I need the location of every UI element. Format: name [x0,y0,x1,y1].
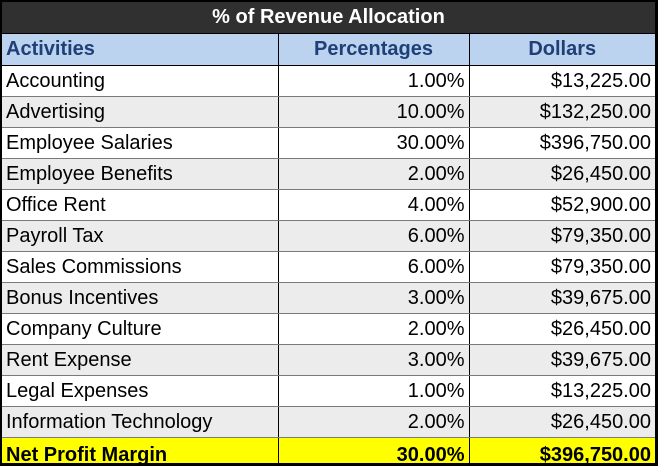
percentage-cell[interactable]: 3.00% [278,282,470,314]
table-row: Accounting 1.00% $13,225.00 [2,65,655,97]
percentage-cell[interactable]: 4.00% [278,189,470,221]
activity-cell[interactable]: Employee Salaries [2,127,279,159]
table-row: Advertising 10.00% $132,250.00 [2,96,655,128]
activity-cell[interactable]: Company Culture [2,313,279,345]
dollars-cell[interactable]: $52,900.00 [469,189,655,221]
activity-cell[interactable]: Rent Expense [2,344,279,376]
dollars-cell[interactable]: $396,750.00 [469,127,655,159]
dollars-cell[interactable]: $26,450.00 [469,313,655,345]
percentage-cell[interactable]: 2.00% [278,313,470,345]
percentage-cell[interactable]: 1.00% [278,375,470,407]
table-title: % of Revenue Allocation [2,2,655,34]
activity-cell[interactable]: Sales Commissions [2,251,279,283]
activity-cell[interactable]: Bonus Incentives [2,282,279,314]
dollars-cell[interactable]: $79,350.00 [469,251,655,283]
percentage-cell[interactable]: 6.00% [278,251,470,283]
table-row: Rent Expense 3.00% $39,675.00 [2,344,655,376]
percentage-cell[interactable]: 2.00% [278,158,470,190]
table-row: Bonus Incentives 3.00% $39,675.00 [2,282,655,314]
dollars-cell[interactable]: $39,675.00 [469,282,655,314]
dollars-cell[interactable]: $132,250.00 [469,96,655,128]
column-header-percentages[interactable]: Percentages [278,34,470,66]
activity-cell[interactable]: Employee Benefits [2,158,279,190]
dollars-cell[interactable]: $13,225.00 [469,65,655,97]
dollars-cell[interactable]: $26,450.00 [469,158,655,190]
dollars-cell[interactable]: $79,350.00 [469,220,655,252]
net-profit-margin-row: Net Profit Margin 30.00% $396,750.00 [2,436,655,463]
total-percentage-cell[interactable]: 30.00% [278,436,470,463]
header-row: Activities Percentages Dollars [2,34,655,66]
percentage-cell[interactable]: 30.00% [278,127,470,159]
activity-cell[interactable]: Advertising [2,96,279,128]
table-row: Employee Benefits 2.00% $26,450.00 [2,158,655,190]
table-row: Company Culture 2.00% $26,450.00 [2,313,655,345]
percentage-cell[interactable]: 3.00% [278,344,470,376]
percentage-cell[interactable]: 1.00% [278,65,470,97]
activity-cell[interactable]: Information Technology [2,406,279,438]
table-row: Sales Commissions 6.00% $79,350.00 [2,251,655,283]
dollars-cell[interactable]: $13,225.00 [469,375,655,407]
column-header-activities[interactable]: Activities [2,34,279,66]
total-dollars-cell[interactable]: $396,750.00 [469,436,655,463]
activity-cell[interactable]: Legal Expenses [2,375,279,407]
dollars-cell[interactable]: $39,675.00 [469,344,655,376]
activity-cell[interactable]: Payroll Tax [2,220,279,252]
table-row: Information Technology 2.00% $26,450.00 [2,406,655,438]
allocation-table: Activities Percentages Dollars Accountin… [2,34,655,463]
percentage-cell[interactable]: 2.00% [278,406,470,438]
table-row: Legal Expenses 1.00% $13,225.00 [2,375,655,407]
table-row: Office Rent 4.00% $52,900.00 [2,189,655,221]
column-header-dollars[interactable]: Dollars [469,34,655,66]
percentage-cell[interactable]: 6.00% [278,220,470,252]
total-activity-cell[interactable]: Net Profit Margin [2,436,279,463]
activity-cell[interactable]: Accounting [2,65,279,97]
table-row: Employee Salaries 30.00% $396,750.00 [2,127,655,159]
percentage-cell[interactable]: 10.00% [278,96,470,128]
activity-cell[interactable]: Office Rent [2,189,279,221]
dollars-cell[interactable]: $26,450.00 [469,406,655,438]
table-row: Payroll Tax 6.00% $79,350.00 [2,220,655,252]
